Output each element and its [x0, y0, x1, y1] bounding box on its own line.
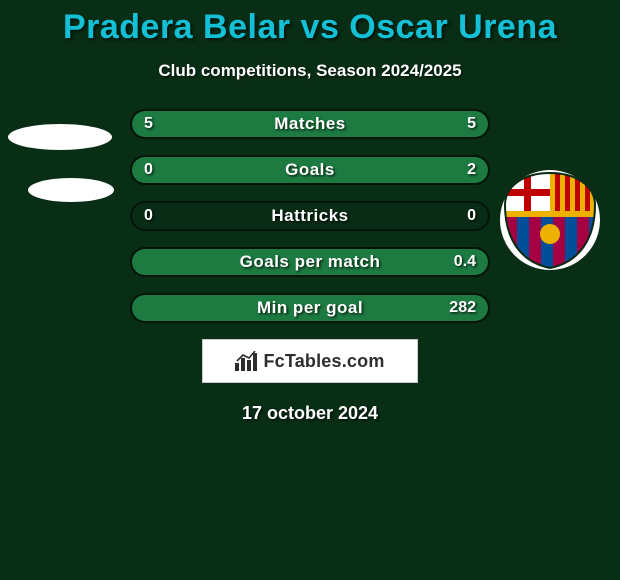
stat-label: Min per goal	[132, 298, 488, 318]
stat-label: Goals per match	[132, 252, 488, 272]
page-title: Pradera Belar vs Oscar Urena	[0, 0, 620, 47]
player-left-shape-1	[8, 124, 112, 150]
player-left-shape-2	[28, 178, 114, 202]
brand-icon	[235, 351, 257, 371]
stat-value-right: 0.4	[454, 253, 476, 271]
brand-text: FcTables.com	[263, 351, 384, 372]
stat-row: Goals per match0.4	[130, 247, 490, 277]
stat-label: Matches	[132, 114, 488, 134]
club-badge	[500, 170, 600, 270]
stat-value-right: 282	[449, 299, 476, 317]
stat-row: 5Matches5	[130, 109, 490, 139]
subtitle: Club competitions, Season 2024/2025	[0, 61, 620, 81]
stat-value-right: 2	[467, 161, 476, 179]
stats-container: 5Matches50Goals20Hattricks0Goals per mat…	[130, 109, 490, 323]
stat-row: 0Goals2	[130, 155, 490, 185]
stat-row: 0Hattricks0	[130, 201, 490, 231]
stat-label: Hattricks	[132, 206, 488, 226]
date-text: 17 october 2024	[0, 403, 620, 424]
stat-label: Goals	[132, 160, 488, 180]
brand-box: FcTables.com	[202, 339, 418, 383]
stat-value-right: 5	[467, 115, 476, 133]
comparison-card: Pradera Belar vs Oscar Urena Club compet…	[0, 0, 620, 580]
stat-row: Min per goal282	[130, 293, 490, 323]
stat-value-right: 0	[467, 207, 476, 225]
